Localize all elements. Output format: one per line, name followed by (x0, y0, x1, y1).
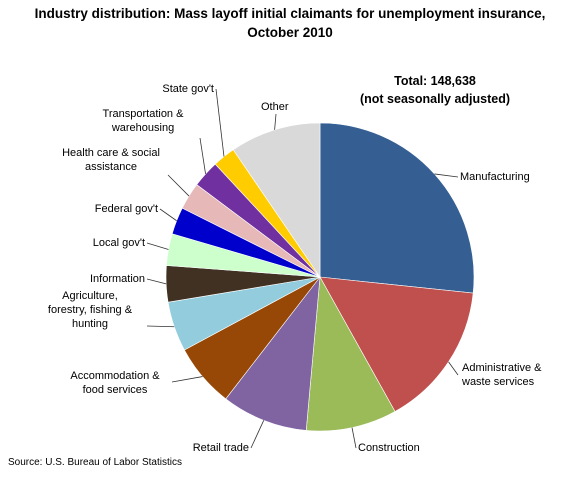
slice-label-0: Manufacturing (460, 171, 530, 183)
leader-line-2 (351, 427, 357, 449)
leader-line-4 (171, 376, 203, 383)
pie-slice-0 (319, 122, 475, 294)
leader-line-0 (434, 173, 459, 178)
chart-title: Industry distribution: Mass layoff initi… (0, 4, 580, 42)
total-annotation: Total: 148,638 (not seasonally adjusted) (340, 72, 530, 108)
leader-line-12 (274, 113, 277, 130)
pie-slice-1 (319, 276, 474, 412)
leader-line-6 (146, 278, 167, 285)
pie-slice-3 (225, 276, 321, 431)
slice-label-2: Construction (358, 442, 420, 454)
slice-label-9: Health care & social assistance (62, 147, 160, 173)
leader-line-9 (167, 174, 190, 197)
slice-label-7: Local gov't (93, 237, 145, 249)
leader-line-8 (159, 208, 177, 222)
total-line1: Total: 148,638 (394, 74, 476, 88)
leader-line-5 (146, 325, 175, 328)
slice-label-10: Transportation & warehousing (103, 108, 185, 134)
source-note: Source: U.S. Bureau of Labor Statistics (8, 457, 182, 468)
slice-label-12: Other (261, 101, 289, 113)
leader-line-1 (448, 361, 459, 376)
pie-slice-12 (232, 122, 321, 278)
total-line2: (not seasonally adjusted) (359, 92, 511, 106)
slice-label-4: Accommodation & food services (70, 370, 160, 396)
slice-label-6: Information (90, 273, 145, 285)
leader-line-10 (199, 137, 206, 175)
slice-label-8: Federal gov't (95, 203, 158, 215)
leader-line-7 (146, 242, 169, 250)
pie-slice-2 (305, 276, 396, 432)
slice-label-1: Administrative & waste services (461, 362, 542, 388)
chart-title-line1: Industry distribution: Mass layoff initi… (34, 6, 546, 21)
leader-line-3 (250, 420, 265, 449)
slice-label-11: State gov't (162, 83, 214, 95)
slice-label-5: Agriculture, forestry, fishing & hunting (48, 290, 133, 330)
leader-line-11 (215, 88, 225, 157)
chart-title-line2: October 2010 (247, 25, 333, 40)
slice-label-3: Retail trade (193, 442, 249, 454)
